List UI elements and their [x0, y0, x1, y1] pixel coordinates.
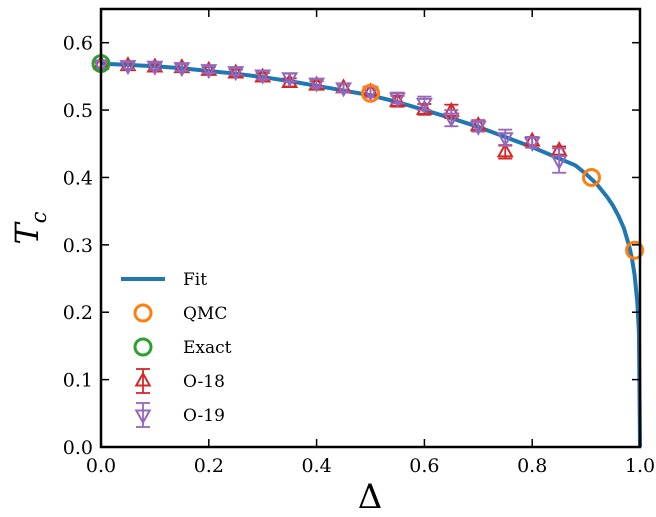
o-19-point [362, 86, 379, 102]
o-19-point [281, 72, 299, 88]
o-19-point [146, 60, 164, 76]
plot-frame [99, 7, 642, 449]
y-axis-label-subscript: c [27, 211, 51, 223]
o-18-point [496, 142, 514, 158]
y-tick-label: 0.1 [63, 370, 93, 392]
legend-swatch-qmc [133, 303, 153, 323]
x-tick-label: 0.2 [194, 455, 224, 477]
y-tick-label: 0.2 [63, 302, 93, 324]
legend: Fit QMC Exact O-18 O-19 [121, 270, 232, 428]
legend-swatch-o-18 [134, 371, 152, 387]
o-19-point [227, 66, 245, 82]
fit-line [100, 61, 642, 448]
o-19-point [442, 112, 460, 128]
o-19-point [388, 92, 406, 108]
legend-label-qmc: QMC [183, 304, 227, 324]
x-tick-label: 0.4 [301, 455, 331, 477]
y-tick-label: 0.3 [63, 235, 93, 257]
o-18-point [173, 58, 191, 74]
legend-label-fit: Fit [183, 270, 207, 290]
y-tick-label: 0.6 [63, 33, 93, 55]
o-19-point [523, 136, 541, 152]
ticks-layer: 0.0 0.2 0.4 0.6 0.8 1.0 0.0 0.1 0.2 0.3 0.4 0.5 0.6 [63, 9, 655, 477]
legend-label-exact: Exact [183, 338, 232, 358]
o-19-point [469, 120, 487, 136]
o-19-point [119, 60, 137, 76]
o-19-point [415, 97, 433, 113]
legend-swatch-exact [133, 337, 153, 357]
o-18-point [200, 60, 218, 76]
qmc-point [361, 83, 380, 103]
legend-label-o-18: O-18 [183, 372, 225, 392]
y-tick-label: 0.4 [63, 167, 93, 189]
x-axis-label: Δ [358, 477, 383, 517]
x-tick-label: 0.6 [409, 455, 439, 477]
o-19-point [173, 62, 191, 78]
o-19-point [496, 132, 514, 148]
o-18-point [415, 99, 433, 115]
o-19-point [550, 155, 568, 171]
qmc-point [581, 167, 601, 187]
x-tick-label: 0.8 [517, 455, 547, 477]
y-axis-label-main: T [8, 221, 46, 245]
qmc-point [625, 240, 645, 260]
o-19-point [308, 77, 326, 93]
x-tick-label: 1.0 [625, 455, 655, 477]
legend-label-o-19: O-19 [183, 406, 225, 426]
o-19-point [254, 69, 272, 85]
legend-swatch-o-19 [134, 409, 152, 425]
marks-layer [91, 54, 645, 448]
y-tick-label: 0.5 [63, 100, 93, 122]
y-tick-label: 0.0 [63, 437, 93, 459]
o-19-point [335, 82, 353, 98]
o-18-point [119, 56, 137, 72]
o-19-point [200, 64, 218, 80]
y-axis-label: Tc [8, 211, 51, 244]
o-18-point [146, 57, 164, 73]
x-tick-label: 0.0 [86, 455, 116, 477]
